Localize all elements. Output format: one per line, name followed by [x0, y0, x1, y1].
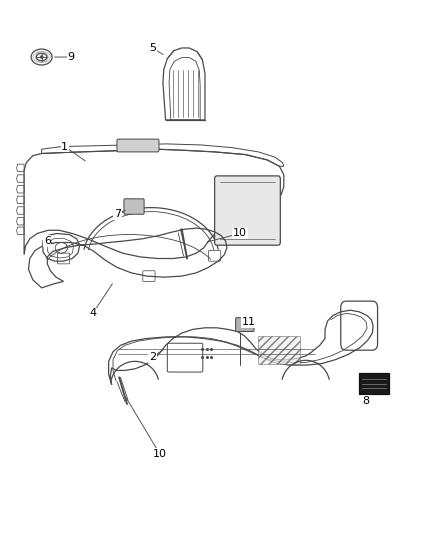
Text: 10: 10 [233, 229, 247, 238]
Text: 1: 1 [61, 142, 68, 151]
Bar [359, 373, 389, 394]
Text: 11: 11 [242, 318, 256, 327]
FancyBboxPatch shape [117, 139, 159, 152]
Text: 2: 2 [149, 352, 156, 362]
Text: 4: 4 [89, 309, 96, 318]
Text: 7: 7 [114, 209, 121, 219]
Text: 10: 10 [153, 449, 167, 459]
FancyBboxPatch shape [124, 199, 144, 214]
FancyBboxPatch shape [236, 318, 254, 332]
Ellipse shape [40, 56, 43, 58]
Text: 8: 8 [362, 396, 369, 406]
Text: 6: 6 [44, 236, 51, 246]
Text: 5: 5 [149, 43, 156, 53]
FancyBboxPatch shape [215, 176, 280, 245]
Text: 9: 9 [67, 52, 74, 62]
Bar [258, 336, 300, 364]
